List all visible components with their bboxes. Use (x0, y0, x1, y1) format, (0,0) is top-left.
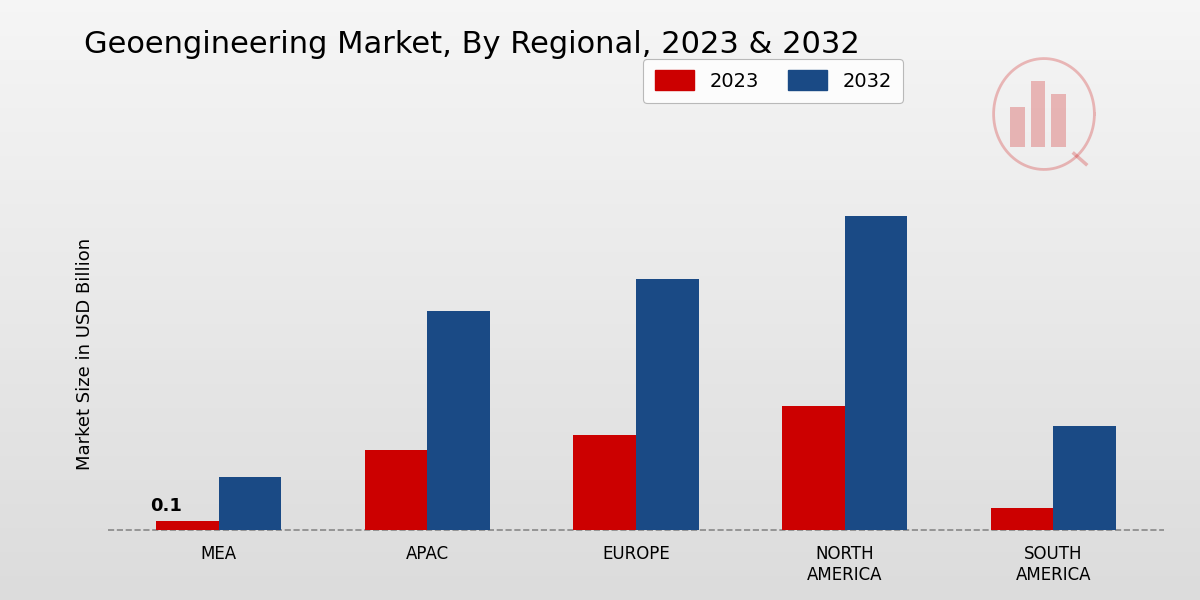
Bar (0, 108, 1200, 120)
Bar (0, 264, 1200, 276)
Bar (0, 552, 1200, 564)
Bar (0, 492, 1200, 504)
Y-axis label: Market Size in USD Billion: Market Size in USD Billion (76, 238, 94, 470)
Bar (0, 564, 1200, 576)
Bar (0, 288, 1200, 300)
Text: Geoengineering Market, By Regional, 2023 & 2032: Geoengineering Market, By Regional, 2023… (84, 30, 859, 59)
Bar (0, 504, 1200, 516)
Bar (0, 120, 1200, 132)
Bar (1054, 425, 1116, 530)
Bar (0, 180, 1200, 192)
Bar (0, 204, 1200, 216)
Bar (0, 576, 1200, 588)
Bar (0, 408, 1200, 420)
Bar (1010, 107, 1025, 147)
Bar (0, 156, 1200, 168)
Bar (0, 324, 1200, 336)
Bar (574, 435, 636, 530)
Bar (0, 456, 1200, 468)
Bar (0, 444, 1200, 456)
Bar (156, 521, 218, 530)
Bar (0, 192, 1200, 204)
Bar (991, 508, 1054, 530)
Bar (0, 396, 1200, 408)
Bar (0, 168, 1200, 180)
Bar (0, 348, 1200, 360)
Bar (0, 516, 1200, 528)
Bar (0, 96, 1200, 108)
Bar (0, 480, 1200, 492)
Bar (0, 0, 1200, 12)
Bar (0, 72, 1200, 84)
Bar (0, 132, 1200, 144)
Bar (0, 240, 1200, 252)
Bar (365, 451, 427, 530)
Bar (0, 216, 1200, 228)
Bar (0, 468, 1200, 480)
Bar (0, 144, 1200, 156)
Bar (0, 276, 1200, 288)
Bar (0, 384, 1200, 396)
Bar (427, 311, 490, 530)
Bar (0, 24, 1200, 36)
Bar (0, 252, 1200, 264)
Legend: 2023, 2032: 2023, 2032 (643, 59, 904, 103)
Bar (1031, 81, 1045, 147)
Bar (0, 336, 1200, 348)
Text: 0.1: 0.1 (150, 497, 181, 515)
Bar (0, 228, 1200, 240)
Bar (0, 420, 1200, 432)
Bar (636, 278, 698, 530)
Bar (218, 477, 281, 530)
Bar (782, 406, 845, 530)
Bar (0, 540, 1200, 552)
Bar (0, 360, 1200, 372)
Bar (0, 372, 1200, 384)
Bar (0, 588, 1200, 600)
Bar (0, 60, 1200, 72)
Bar (0, 12, 1200, 24)
Bar (845, 215, 907, 530)
Bar (0, 300, 1200, 312)
Bar (0, 528, 1200, 540)
Bar (1051, 94, 1066, 147)
Bar (0, 312, 1200, 324)
Bar (0, 48, 1200, 60)
Bar (0, 84, 1200, 96)
Bar (0, 432, 1200, 444)
Bar (0, 36, 1200, 48)
